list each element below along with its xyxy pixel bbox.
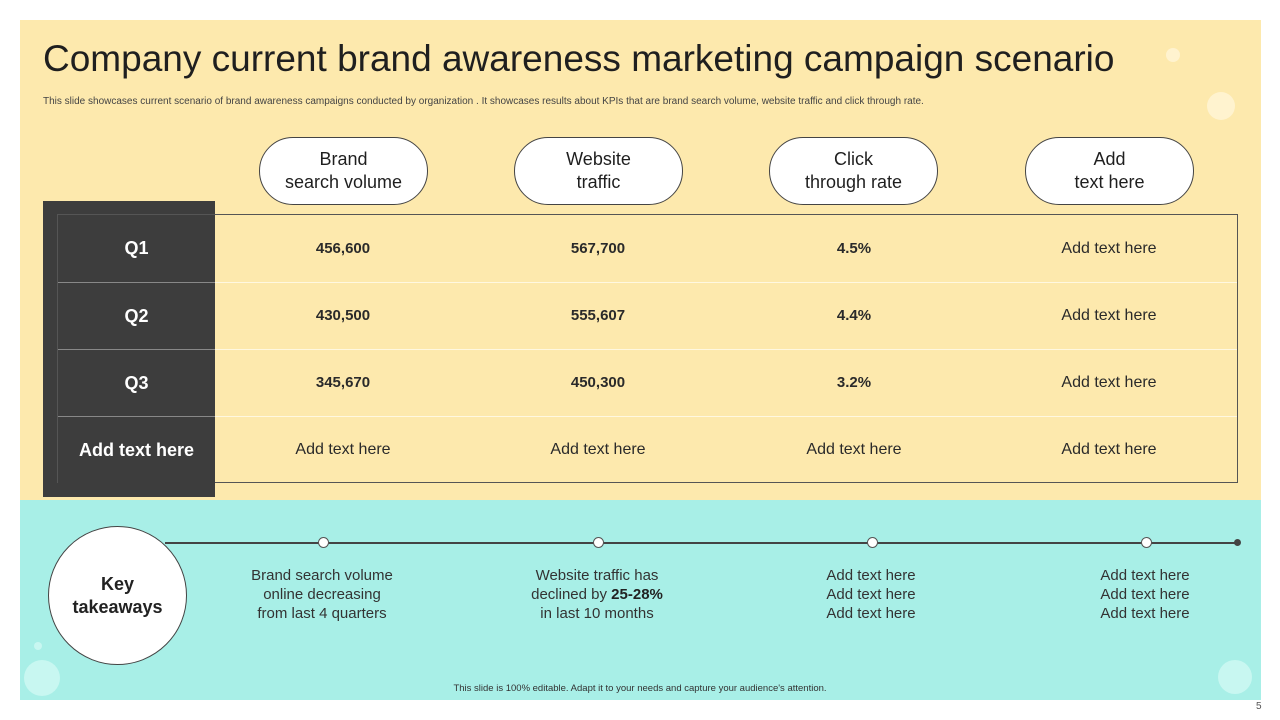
takeaway-line: declined by — [531, 586, 612, 603]
decor-bubble — [24, 660, 60, 696]
takeaway-item: Brand search volume online decreasing fr… — [222, 566, 422, 623]
bottom-panel — [20, 500, 1261, 700]
table-cell: Add text here — [1061, 239, 1157, 257]
top-panel — [20, 20, 1261, 500]
takeaway-line: Add text here — [1100, 567, 1190, 584]
column-header-line: traffic — [576, 172, 621, 192]
column-header-line: Click — [833, 149, 873, 169]
takeaway-line: online decreasing — [263, 586, 381, 603]
timeline-dot — [1141, 537, 1152, 548]
table-row: Q3 345,670 450,300 3.2% Add text here — [58, 349, 1237, 416]
table-cell: Add text here — [295, 440, 391, 458]
takeaway-line: Brand search volume — [251, 567, 393, 584]
kpi-table: Q1 456,600 567,700 4.5% Add text here Q2… — [57, 214, 1238, 483]
key-takeaways-line: takeaways — [72, 596, 163, 617]
takeaway-item: Add text here Add text here Add text her… — [1045, 566, 1245, 623]
footer-note: This slide is 100% editable. Adapt it to… — [453, 683, 827, 694]
page-subtitle: This slide showcases current scenario of… — [43, 96, 924, 107]
takeaway-line: Add text here — [1100, 605, 1190, 622]
takeaway-line: Add text here — [826, 567, 916, 584]
column-header-line: Website — [566, 149, 631, 169]
takeaway-line: Website traffic has — [535, 567, 659, 584]
column-header-line: search volume — [284, 172, 403, 192]
column-header-line: Brand — [319, 149, 368, 169]
row-divider — [58, 349, 1237, 350]
decor-bubble — [1166, 48, 1180, 62]
table-cell: Add text here — [550, 440, 646, 458]
row-label: Q2 — [58, 282, 215, 349]
timeline-dot — [867, 537, 878, 548]
table-cell: Add text here — [1061, 373, 1157, 391]
row-label: Q3 — [58, 349, 215, 416]
decor-bubble — [1207, 92, 1235, 120]
takeaway-line: Add text here — [826, 586, 916, 603]
table-cell: 555,607 — [570, 307, 626, 324]
takeaway-line: in last 10 months — [540, 605, 654, 622]
row-label: Add text here — [58, 416, 215, 483]
table-cell: 430,500 — [315, 307, 371, 324]
column-header-brand-search-volume: Brand search volume — [259, 137, 428, 205]
table-cell: Add text here — [1061, 440, 1157, 458]
row-divider — [58, 282, 1237, 283]
column-header-click-through-rate: Click through rate — [769, 137, 938, 205]
decor-bubble — [34, 642, 42, 650]
column-header-line: through rate — [804, 172, 903, 192]
takeaway-line: from last 4 quarters — [257, 605, 387, 622]
table-cell: Add text here — [1061, 306, 1157, 324]
row-divider — [58, 416, 1237, 417]
table-row: Q1 456,600 567,700 4.5% Add text here — [58, 215, 1237, 282]
table-cell: 450,300 — [570, 374, 626, 391]
takeaway-item: Website traffic has declined by 25-28% i… — [497, 566, 697, 623]
table-cell: 456,600 — [315, 240, 371, 257]
column-header-line: Add — [1093, 149, 1126, 169]
table-cell: Add text here — [806, 440, 902, 458]
decor-bubble — [1218, 660, 1252, 694]
table-cell: 3.2% — [836, 374, 872, 391]
table-cell: 4.4% — [836, 307, 872, 324]
key-takeaways-badge: Key takeaways — [48, 526, 187, 665]
timeline-dot — [318, 537, 329, 548]
takeaway-line: Add text here — [1100, 586, 1190, 603]
table-row: Add text here Add text here Add text her… — [58, 416, 1237, 483]
column-header-line: text here — [1074, 172, 1145, 192]
table-row: Q2 430,500 555,607 4.4% Add text here — [58, 282, 1237, 349]
takeaway-highlight: 25-28% — [611, 586, 663, 603]
key-takeaways-line: Key — [100, 573, 134, 594]
table-cell: 567,700 — [570, 240, 626, 257]
row-label: Q1 — [58, 215, 215, 282]
takeaway-line: Add text here — [826, 605, 916, 622]
takeaway-item: Add text here Add text here Add text her… — [771, 566, 971, 623]
timeline-line — [165, 542, 1238, 544]
page-title: Company current brand awareness marketin… — [43, 38, 1115, 79]
page-number: 5 — [1256, 701, 1262, 712]
table-cell: 4.5% — [836, 240, 872, 257]
timeline-end-dot — [1234, 539, 1241, 546]
timeline-dot — [593, 537, 604, 548]
table-cell: 345,670 — [315, 374, 371, 391]
column-header-add-text: Add text here — [1025, 137, 1194, 205]
column-header-website-traffic: Website traffic — [514, 137, 683, 205]
